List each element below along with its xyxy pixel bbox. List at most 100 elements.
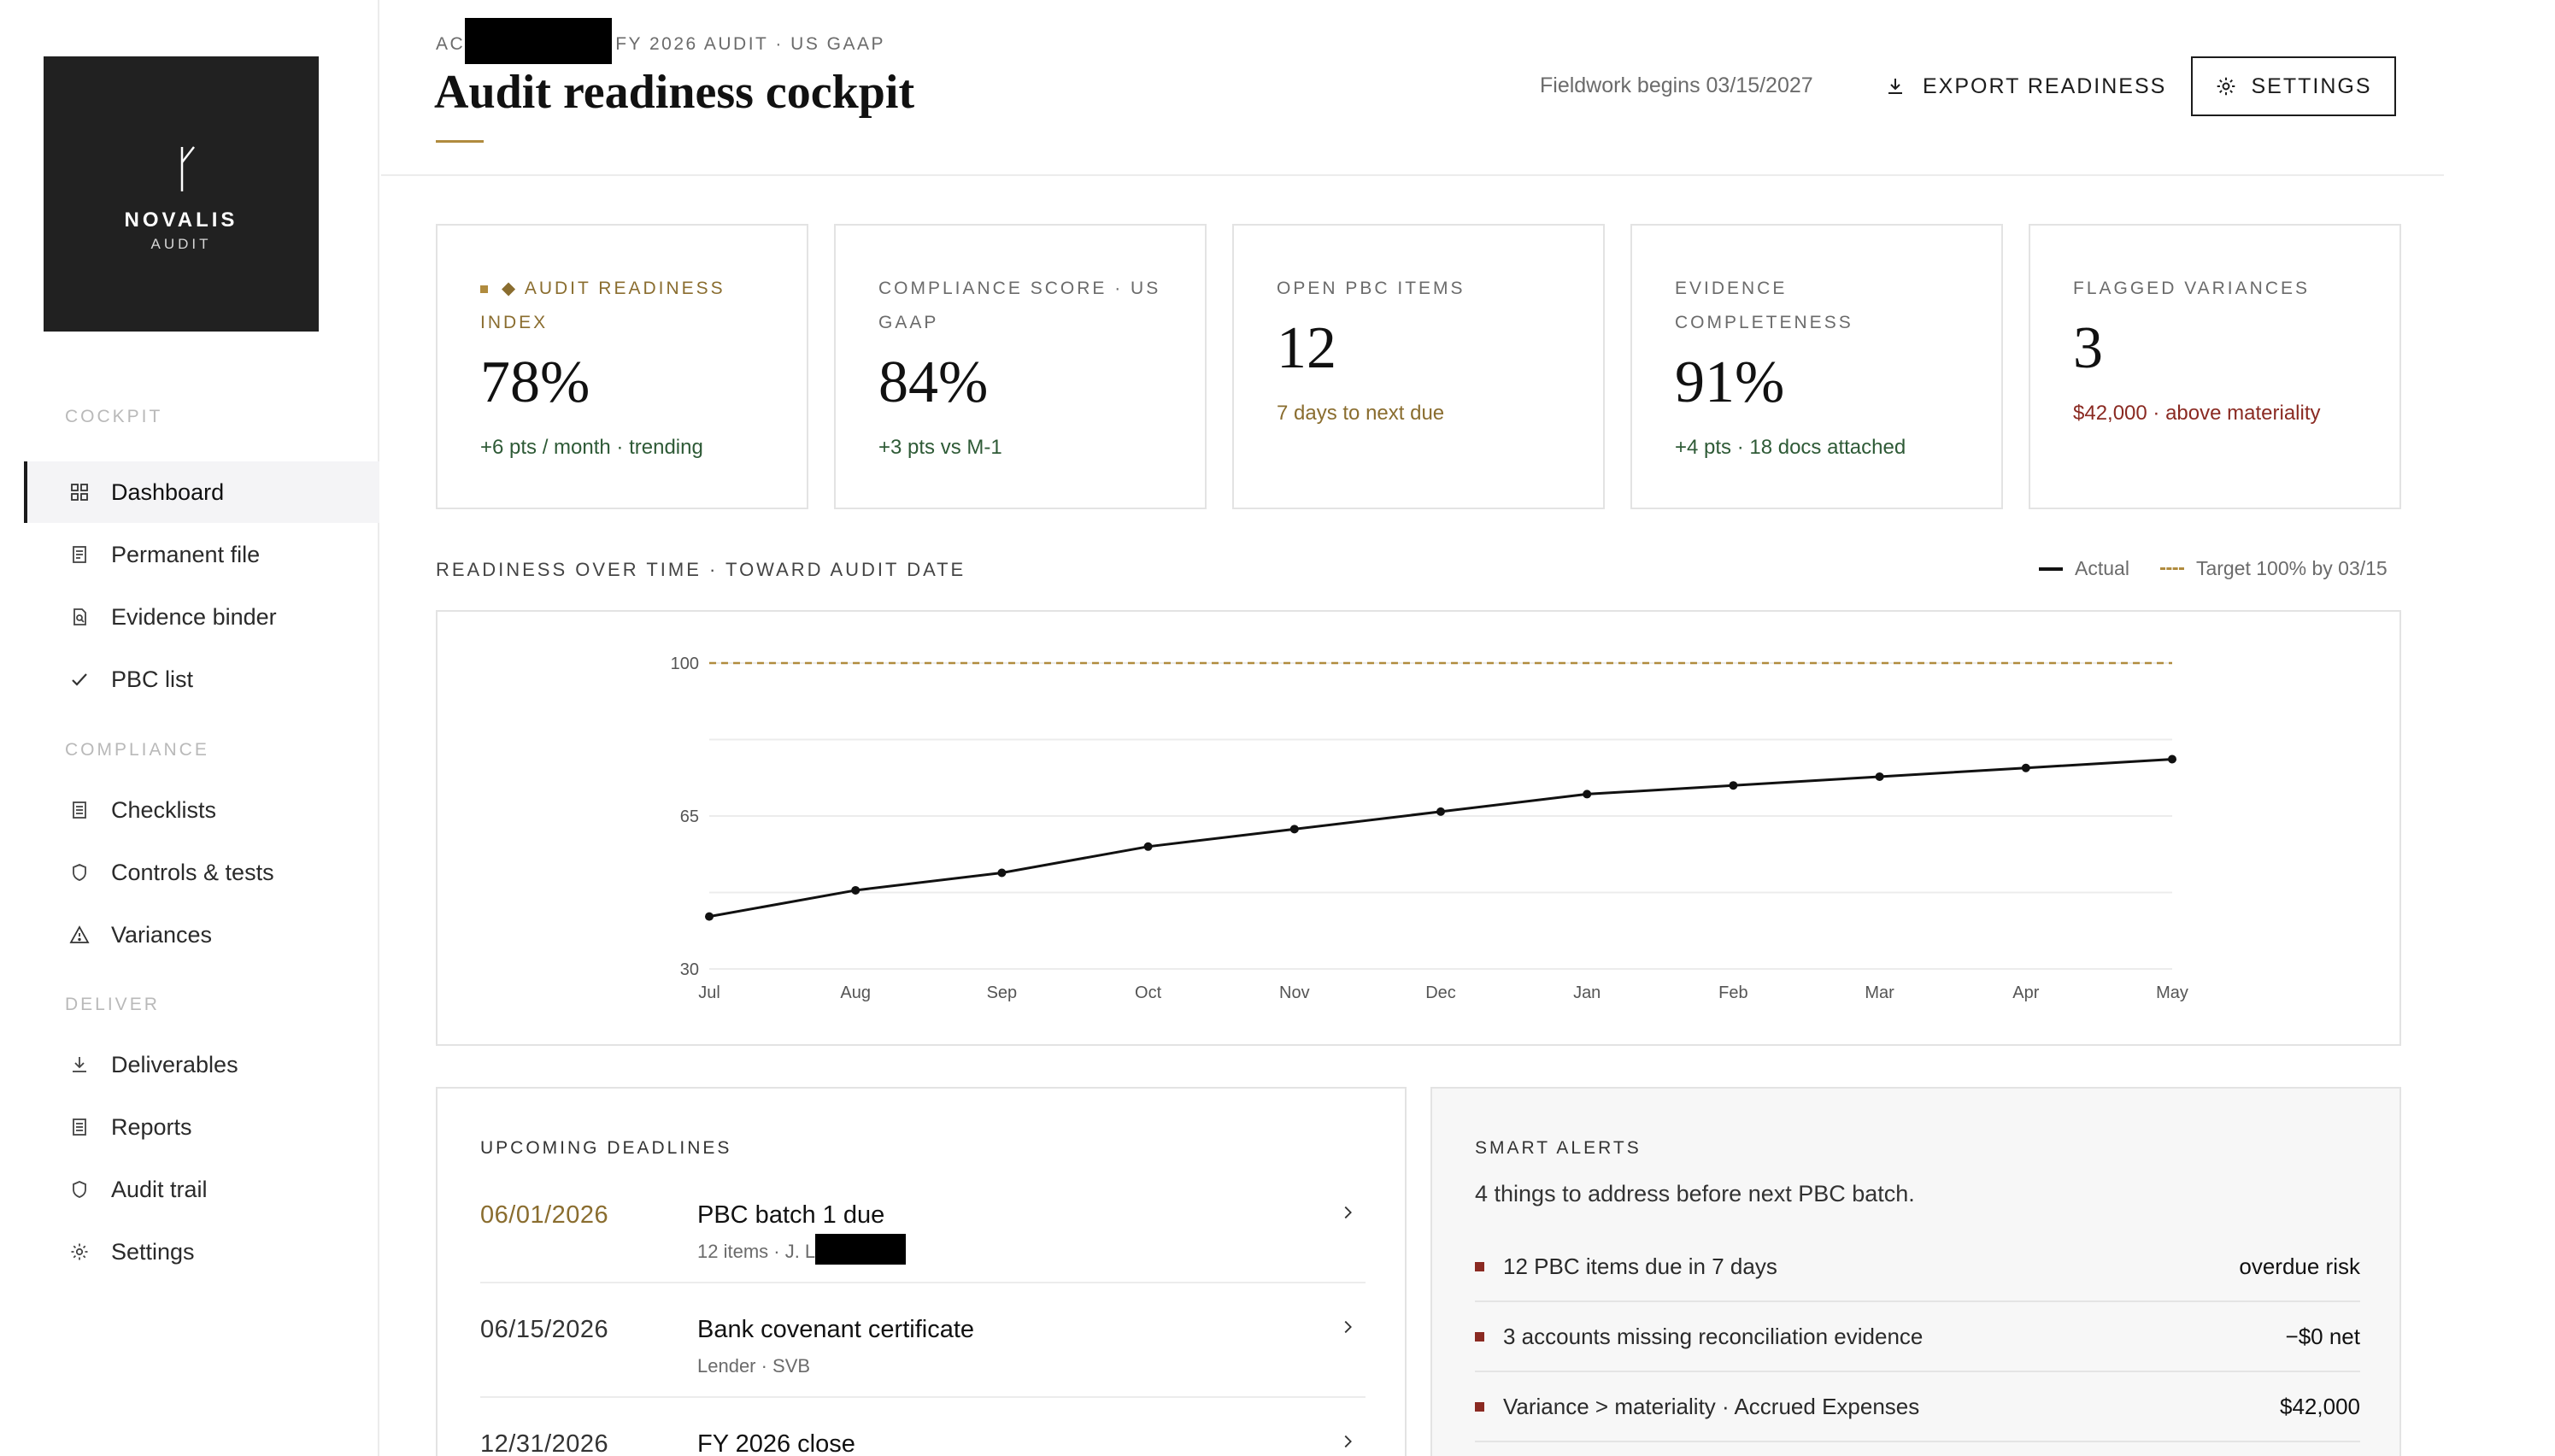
- actual-data-point: [1729, 781, 1738, 790]
- download-icon: [68, 1054, 91, 1076]
- brand-logo[interactable]: NOVALIS AUDIT: [44, 56, 319, 332]
- redaction-block: [815, 1234, 907, 1265]
- x-tick-label: Dec: [1425, 983, 1456, 1002]
- sidebar-item-deliverables[interactable]: Deliverables: [24, 1034, 379, 1095]
- nav-section-compliance: COMPLIANCE: [65, 740, 209, 760]
- sidebar-item-label: Deliverables: [111, 1051, 238, 1077]
- kpi-label: EVIDENCE COMPLETENESS: [1675, 279, 1853, 332]
- panel-title: UPCOMING DEADLINES: [480, 1138, 732, 1158]
- kpi-note: $42,000 · above materiality: [2073, 402, 2321, 425]
- export-label: EXPORT READINESS: [1923, 73, 2167, 98]
- breadcrumb: AC FY 2026 AUDIT · US GAAP: [436, 18, 886, 65]
- actual-data-point: [1143, 842, 1153, 851]
- x-tick-label: Nov: [1279, 983, 1310, 1002]
- download-icon: [1888, 79, 1902, 94]
- header-divider: [381, 174, 2444, 176]
- sidebar-item-evidence-binder[interactable]: Evidence binder: [24, 586, 379, 648]
- panel-title: SMART ALERTS: [1475, 1138, 1642, 1158]
- deadline-row[interactable]: 06/15/2026 Bank covenant certificate Len…: [480, 1283, 1366, 1398]
- alert-marker-icon: [1475, 1331, 1484, 1342]
- sidebar-item-label: Checklists: [111, 796, 217, 823]
- chevron-right-icon: [1344, 1206, 1352, 1219]
- legend-actual: Actual: [2075, 557, 2129, 579]
- deadline-date: 06/15/2026: [480, 1316, 609, 1343]
- alert-text: Variance > materiality · Accrued Expense…: [1503, 1393, 1920, 1419]
- kpi-label: FLAGGED VARIANCES: [2073, 279, 2310, 298]
- kpi-card-compliance[interactable]: COMPLIANCE SCORE · US GAAP 84% +3 pts vs…: [834, 224, 1207, 509]
- x-tick-label: Oct: [1135, 983, 1162, 1002]
- readiness-chart: 30 65 100 Jul Aug Sep Oct Nov Dec Jan Feb Mar Apr May: [436, 610, 2401, 1046]
- y-tick-label: 100: [671, 655, 699, 673]
- upcoming-deadlines-panel: UPCOMING DEADLINES 06/01/2026 PBC batch …: [436, 1087, 1407, 1456]
- sidebar-item-variances[interactable]: Variances: [24, 904, 379, 966]
- sidebar-item-checklists[interactable]: Checklists: [24, 779, 379, 841]
- deadline-sub: 12 items · J. L: [697, 1234, 907, 1265]
- chart-title: READINESS OVER TIME · TOWARD AUDIT DATE: [436, 559, 966, 580]
- sidebar-item-permanent-file[interactable]: Permanent file: [24, 524, 379, 585]
- sidebar-item-audit-trail[interactable]: Audit trail: [24, 1159, 379, 1220]
- actual-data-point: [705, 912, 714, 921]
- deadline-date: 06/01/2026: [480, 1201, 609, 1229]
- sidebar-item-dashboard[interactable]: Dashboard: [24, 461, 379, 523]
- legend-target: Target 100% by 03/15: [2195, 557, 2388, 579]
- sidebar-item-settings[interactable]: Settings: [24, 1221, 379, 1283]
- deadline-name: FY 2026 close: [697, 1430, 855, 1456]
- nav-section-cockpit: COCKPIT: [65, 407, 163, 426]
- actual-data-point: [997, 868, 1007, 878]
- deadline-row[interactable]: 06/01/2026 PBC batch 1 due 12 items · J.…: [480, 1169, 1366, 1283]
- shield-icon: [68, 861, 91, 884]
- kpi-label: ◆ AUDIT READINESS INDEX: [480, 272, 766, 340]
- brand-name: NOVALIS: [124, 208, 238, 232]
- chevron-right-icon: [1344, 1320, 1352, 1334]
- document-icon: [68, 543, 91, 566]
- kpi-card-evidence[interactable]: EVIDENCE COMPLETENESS 91% +4 pts · 18 do…: [1630, 224, 2003, 509]
- gear-icon: [2217, 77, 2235, 96]
- x-tick-label: Aug: [840, 983, 871, 1002]
- sidebar-item-label: Evidence binder: [111, 603, 277, 630]
- alert-value: −$0 net: [2285, 1323, 2360, 1349]
- x-tick-label: Jan: [1573, 983, 1601, 1002]
- export-readiness-button[interactable]: EXPORT READINESS: [1885, 56, 2166, 116]
- nav-section-deliver: DELIVER: [65, 995, 160, 1014]
- report-icon: [68, 1116, 91, 1138]
- breadcrumb-suffix: FY 2026 AUDIT · US GAAP: [615, 34, 886, 54]
- warning-icon: [68, 924, 91, 946]
- sidebar-item-pbc-list[interactable]: PBC list: [24, 649, 379, 710]
- kpi-card-variances[interactable]: FLAGGED VARIANCES 3 $42,000 · above mate…: [2029, 224, 2401, 509]
- actual-data-point: [1289, 825, 1299, 834]
- alert-row[interactable]: Variance > materiality · Accrued Expense…: [1475, 1372, 2360, 1442]
- x-tick-label: Mar: [1865, 983, 1894, 1002]
- deadline-row[interactable]: 12/31/2026 FY 2026 close: [480, 1398, 1366, 1456]
- kpi-card-open-pbc[interactable]: OPEN PBC ITEMS 12 7 days to next due: [1232, 224, 1605, 509]
- actual-data-point: [1583, 790, 1592, 799]
- settings-button[interactable]: SETTINGS: [2191, 56, 2396, 116]
- kpi-value: 3: [2073, 315, 2103, 381]
- y-tick-label: 65: [680, 807, 699, 826]
- kpi-note: +6 pts / month · trending: [480, 436, 703, 459]
- kpi-label: OPEN PBC ITEMS: [1277, 279, 1465, 298]
- legend-swatch-actual: [2039, 567, 2063, 571]
- actual-data-point: [1875, 772, 1884, 781]
- breadcrumb-prefix: AC: [436, 34, 466, 54]
- redaction-block: [465, 18, 613, 65]
- logo-mark-icon: [180, 146, 195, 191]
- kpi-card-readiness[interactable]: ◆ AUDIT READINESS INDEX 78% +6 pts / mon…: [436, 224, 808, 509]
- kpi-label-text: ◆ AUDIT READINESS INDEX: [480, 279, 725, 332]
- sidebar-item-reports[interactable]: Reports: [24, 1096, 379, 1158]
- chart-legend: Actual Target 100% by 03/15: [2039, 557, 2388, 580]
- x-tick-label: Apr: [2012, 983, 2039, 1002]
- kpi-value: 84%: [878, 349, 989, 415]
- settings-label: SETTINGS: [2251, 73, 2372, 98]
- smart-alerts-panel: SMART ALERTS 4 things to address before …: [1430, 1087, 2401, 1456]
- alert-row[interactable]: 3 accounts missing reconciliation eviden…: [1475, 1302, 2360, 1372]
- deadline-name: Bank covenant certificate: [697, 1316, 975, 1343]
- sidebar-item-label: Settings: [111, 1238, 195, 1265]
- kpi-note: +4 pts · 18 docs attached: [1675, 436, 1906, 459]
- sidebar-item-controls-tests[interactable]: Controls & tests: [24, 842, 379, 903]
- alert-value: $42,000: [2280, 1393, 2360, 1419]
- actual-data-point: [1436, 807, 1445, 816]
- file-search-icon: [68, 606, 91, 628]
- chart-svg: 30 65 100 Jul Aug Sep Oct Nov Dec Jan Feb Mar Apr May: [671, 655, 2188, 1002]
- alert-row[interactable]: 12 PBC items due in 7 days overdue risk: [1475, 1232, 2360, 1302]
- check-icon: [68, 668, 91, 690]
